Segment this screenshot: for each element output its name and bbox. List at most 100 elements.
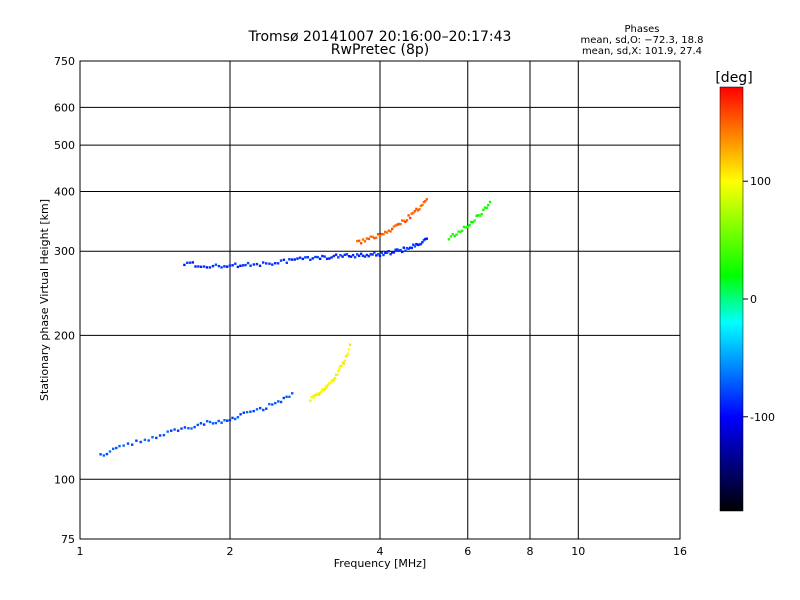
data-point [218,265,220,267]
data-point [215,264,217,266]
data-point [346,253,348,255]
data-point [283,397,285,399]
data-point [163,434,165,436]
data-point [151,436,153,438]
data-point [474,219,476,221]
data-point [234,263,236,265]
data-point [280,259,282,261]
data-point [426,238,428,240]
data-point [379,255,381,257]
y-tick-label: 200 [54,329,75,342]
data-point [131,444,133,446]
data-point [268,403,270,405]
data-point [183,264,185,266]
data-point [368,238,370,240]
data-point [226,420,228,422]
data-point [406,219,408,221]
plot-area: 1 2 4 6 8 10 16 75100200300400500600750 [54,55,687,558]
data-point [127,442,129,444]
data-point [343,362,345,364]
data-point [246,411,248,413]
data-point [253,263,255,265]
data-point [220,266,222,268]
data-point [140,441,142,443]
data-point [109,450,111,452]
data-point [253,410,255,412]
data-point [223,419,225,421]
data-point [173,428,175,430]
y-tick-label: 500 [54,139,75,152]
data-point [481,213,483,215]
ionogram-chart: Tromsø 20141007 20:16:00–20:17:43 RwPret… [0,0,800,600]
x-tick-label: 2 [227,545,234,558]
data-point [482,209,484,211]
data-point [333,255,335,257]
data-point [271,403,273,405]
data-point [112,448,114,450]
data-point [194,265,196,267]
data-point [285,396,287,398]
data-point [329,381,331,383]
data-point [407,214,409,216]
data-point [265,262,267,264]
data-point [341,255,343,257]
data-point [321,255,323,257]
y-axis-ticks: 75 100 200 300 400 500 600 750 [54,55,75,546]
data-point [243,412,245,414]
data-point [426,198,428,200]
data-point [155,437,157,439]
data-point [364,240,366,242]
data-point [231,264,233,266]
x-tick-label: 8 [527,545,534,558]
data-point [486,207,488,209]
data-point [274,262,276,264]
data-point [212,265,214,267]
x-tick-label: 16 [673,545,687,558]
data-point [192,261,194,263]
data-point [103,454,105,456]
data-point [209,421,211,423]
data-point [354,256,356,258]
data-point [220,422,222,424]
data-point [324,388,326,390]
data-point [206,266,208,268]
data-point [304,256,306,258]
data-point [186,262,188,264]
data-point [291,258,293,260]
data-point [277,262,279,264]
data-point [302,258,304,260]
data-point [388,250,390,252]
data-point [347,353,349,355]
data-point [144,439,146,441]
x-tick-label: 1 [77,545,84,558]
data-point [382,233,384,235]
data-point [340,365,342,367]
x-axis-label: Frequency [MHz] [334,557,426,570]
data-point [229,419,231,421]
data-point [381,252,383,254]
data-point [312,257,314,259]
data-point [399,223,401,225]
data-point [418,208,420,210]
data-point [259,407,261,409]
data-point [307,256,309,258]
data-point [135,440,137,442]
data-point [197,424,199,426]
data-point [448,238,450,240]
colorbar-tick-label: 0 [750,293,757,306]
colorbar-tick-label: 100 [750,175,771,188]
data-point [326,386,328,388]
data-point [331,256,333,258]
data-point [421,241,423,243]
data-point [184,426,186,428]
data-point [352,254,354,256]
phase-colorbar: [deg] 100 0 -100 [715,70,775,511]
data-point [489,201,491,203]
data-point [358,240,360,242]
data-point [262,261,264,263]
data-point [348,348,350,350]
data-point [193,426,195,428]
data-point [268,263,270,265]
data-point [274,402,276,404]
data-point [326,258,328,260]
